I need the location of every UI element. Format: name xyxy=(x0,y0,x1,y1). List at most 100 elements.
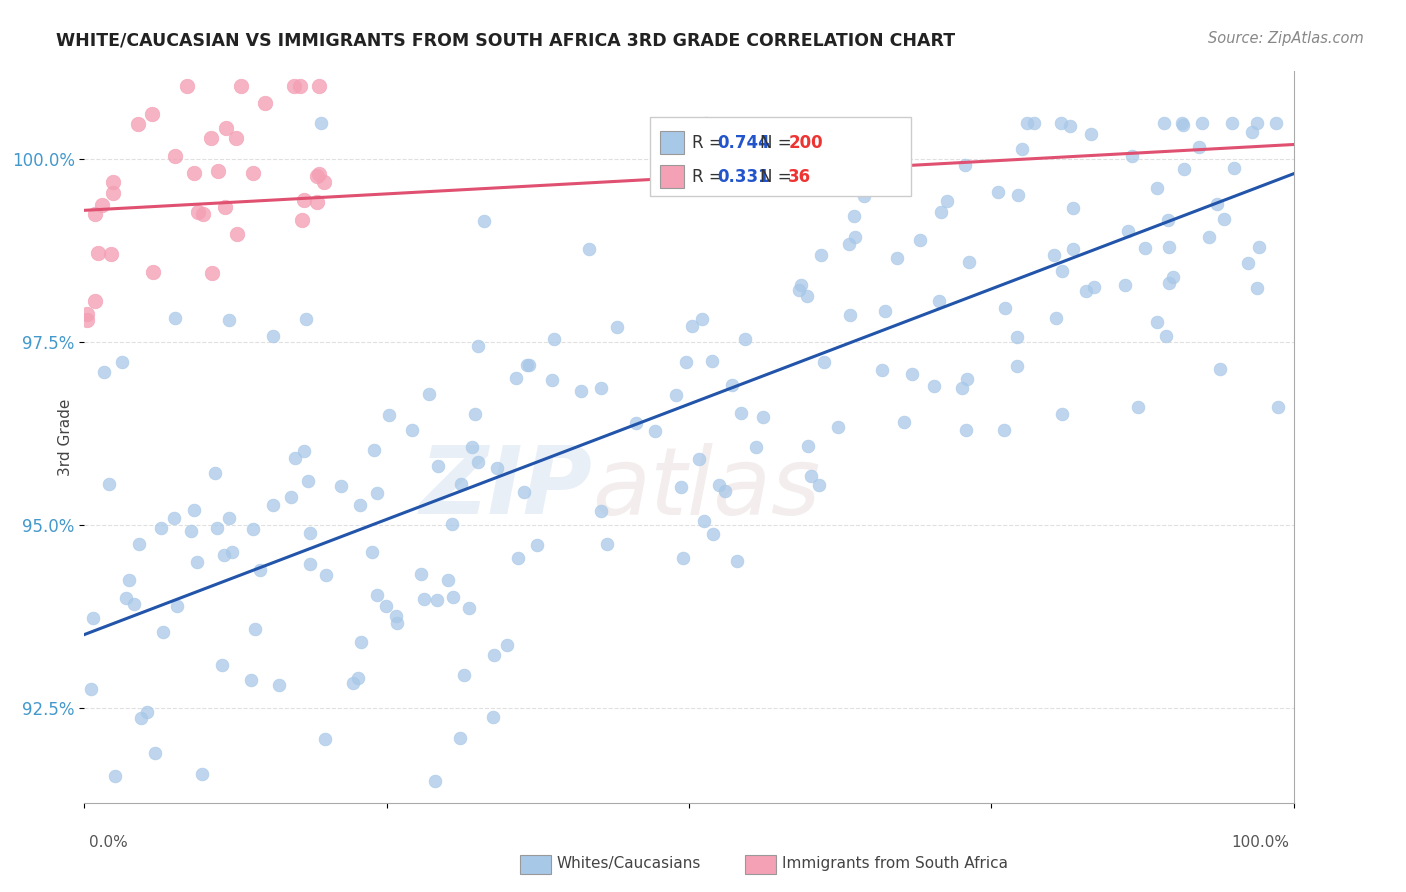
Point xyxy=(1220,115,1243,129)
Point xyxy=(221,545,243,559)
Point xyxy=(789,278,811,293)
Point xyxy=(1050,264,1073,278)
Point xyxy=(467,339,489,353)
Point xyxy=(688,452,710,467)
Point xyxy=(1213,211,1236,226)
Point xyxy=(1062,201,1084,215)
Point xyxy=(143,746,166,760)
Point xyxy=(83,207,105,221)
Point xyxy=(292,443,315,458)
Point xyxy=(441,517,464,532)
Point xyxy=(1062,242,1084,256)
Point xyxy=(183,166,205,180)
Point xyxy=(692,514,714,528)
Point xyxy=(505,371,527,385)
Point xyxy=(702,527,724,541)
Point xyxy=(291,212,314,227)
Point xyxy=(330,479,353,493)
Point xyxy=(314,175,336,189)
Point xyxy=(1161,270,1184,285)
Point xyxy=(665,388,688,402)
Point xyxy=(953,158,976,172)
Point xyxy=(1153,115,1175,129)
Point xyxy=(797,439,820,453)
Point xyxy=(91,198,114,212)
Point xyxy=(467,455,489,469)
Point xyxy=(1159,276,1181,290)
Point xyxy=(347,671,370,685)
Point xyxy=(82,610,104,624)
Point xyxy=(1209,362,1232,376)
Text: 36: 36 xyxy=(789,168,811,186)
Y-axis label: 3rd Grade: 3rd Grade xyxy=(58,399,73,475)
Point xyxy=(707,477,730,491)
Point xyxy=(163,311,186,326)
Point xyxy=(262,328,284,343)
Point xyxy=(578,242,600,256)
Point xyxy=(225,227,247,241)
Point xyxy=(104,769,127,783)
Point xyxy=(671,479,693,493)
Point xyxy=(80,682,103,697)
Point xyxy=(211,657,233,672)
Point xyxy=(239,673,262,688)
Point xyxy=(342,676,364,690)
Point xyxy=(485,461,508,475)
Point xyxy=(1116,224,1139,238)
Point xyxy=(1135,241,1157,255)
Point xyxy=(366,588,388,602)
Point xyxy=(908,233,931,247)
Text: R =: R = xyxy=(692,134,727,152)
Point xyxy=(842,209,865,223)
Point xyxy=(423,773,446,788)
Point xyxy=(838,237,860,252)
Point xyxy=(76,313,98,327)
Point xyxy=(900,367,922,381)
Point xyxy=(1059,120,1081,134)
Point xyxy=(481,709,503,723)
Text: atlas: atlas xyxy=(592,442,821,533)
Point xyxy=(374,599,396,613)
Point xyxy=(135,705,157,719)
Point xyxy=(129,710,152,724)
Point xyxy=(721,378,744,392)
Point xyxy=(1237,256,1260,270)
Point xyxy=(163,510,186,524)
Point xyxy=(308,78,330,93)
Point xyxy=(725,554,748,568)
Point xyxy=(1156,329,1178,343)
Point xyxy=(387,615,409,630)
Point xyxy=(308,167,330,181)
Point xyxy=(1011,142,1033,156)
Point xyxy=(1246,280,1268,294)
Point xyxy=(142,265,165,279)
Point xyxy=(295,312,318,326)
Point xyxy=(214,548,236,562)
Point xyxy=(122,597,145,611)
Point xyxy=(700,354,723,368)
Point xyxy=(681,319,703,334)
Text: Whites/Caucasians: Whites/Caucasians xyxy=(557,856,702,871)
Point xyxy=(84,293,107,308)
Text: 100.0%: 100.0% xyxy=(1232,836,1289,850)
Point xyxy=(128,537,150,551)
Point xyxy=(796,289,818,303)
Point xyxy=(813,355,835,369)
Point xyxy=(311,115,333,129)
Point xyxy=(191,767,214,781)
Point xyxy=(201,266,224,280)
Text: 0.0%: 0.0% xyxy=(89,836,128,850)
Point xyxy=(595,537,617,551)
Point xyxy=(350,635,373,649)
Point xyxy=(378,408,401,422)
Point xyxy=(838,308,860,322)
Text: 200: 200 xyxy=(789,134,823,152)
Point xyxy=(744,441,766,455)
Point xyxy=(950,380,973,394)
Point xyxy=(1043,248,1066,262)
Point xyxy=(297,474,319,488)
Point xyxy=(385,609,408,624)
Point xyxy=(1157,213,1180,227)
Point xyxy=(893,415,915,429)
Point xyxy=(1005,330,1028,344)
